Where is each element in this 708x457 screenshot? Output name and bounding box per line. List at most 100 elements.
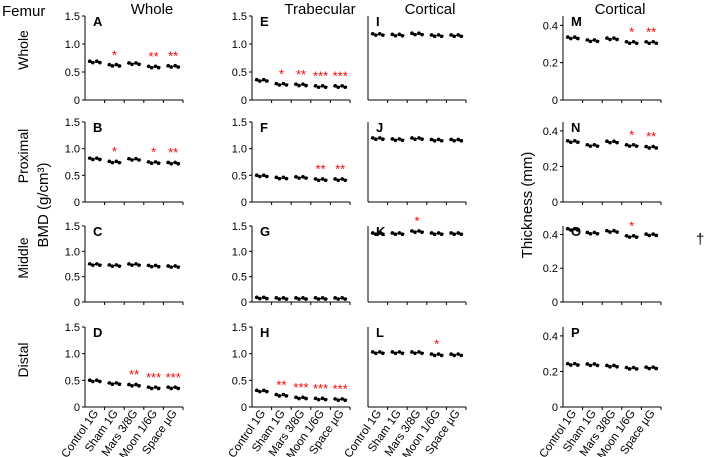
data-point [114,159,119,164]
y-tick-label: 0 [241,197,247,209]
data-point [390,231,395,235]
data-point [397,350,402,354]
data-point [378,31,382,36]
data-point [452,232,457,237]
panel-letter: F [260,120,268,135]
data-point [413,230,417,235]
data-point [110,382,115,387]
data-point [258,389,262,394]
significance-mark: * [151,145,156,160]
panel-F: 0 0.5 1.0 1.5 F ** ** [232,117,351,209]
data-point [612,36,616,40]
data-point [456,231,461,235]
data-point [627,235,632,239]
significance-mark: *** [166,370,181,385]
data-point [417,31,421,36]
column-title-cortical-bmd: Cortical [405,1,456,18]
data-point [149,264,154,269]
data-point [397,32,402,37]
data-point [320,396,325,401]
data-point [413,137,417,141]
data-point [343,85,348,90]
data-point [644,144,648,149]
data-point [169,161,173,166]
y-tick-label: 1.5 [65,221,80,233]
row-label-proximal: Proximal [15,129,31,183]
data-point [608,365,612,369]
data-point [156,65,161,70]
data-point [654,366,658,371]
bone-label: Femur [2,3,45,20]
data-point [130,158,134,162]
y-tick-label: 1.0 [65,144,80,156]
data-point [149,386,154,391]
y-tick-label: 0.2 [543,58,558,70]
data-point [323,297,328,301]
data-point [304,83,308,88]
data-point [634,144,639,148]
data-point [277,297,282,301]
data-point [91,379,95,384]
panel-letter: C [93,224,103,239]
significance-mark: * [112,47,117,62]
data-point [153,64,158,69]
panel-letter: O [571,224,581,239]
data-point [400,138,405,143]
data-point [647,146,651,150]
panel-letter: G [260,224,270,239]
data-point [569,36,573,41]
y-tick-label: 0.5 [65,272,80,284]
data-point [320,296,325,300]
data-point [156,161,161,165]
data-point [393,138,398,143]
data-point [173,160,177,165]
significance-mark: ** [296,67,306,82]
y-tick-label: 1.5 [65,11,80,23]
data-point [432,232,437,237]
y-tick-label: 1.5 [232,322,247,334]
data-point [265,79,269,83]
data-point [284,83,289,87]
data-point [281,175,286,180]
data-point [400,232,405,237]
y-tick-label: 0 [74,95,80,107]
data-point [436,137,441,142]
data-point [254,77,259,82]
data-point [173,264,177,268]
significance-mark: ** [276,377,286,392]
data-point [410,136,414,140]
panel-A: 00.51.01.5 A* ** ** [65,11,184,107]
data-point [654,146,658,150]
data-point [573,35,577,39]
data-point [262,295,266,300]
data-point [294,296,298,300]
data-point [615,230,619,234]
data-point [284,297,289,301]
data-point [340,84,345,88]
y-tick-label: 1.0 [65,246,80,258]
data-point [301,82,305,86]
data-point [284,394,289,398]
data-point [274,296,279,300]
panel-I: I [367,14,467,103]
y-tick-label: 0 [241,402,247,414]
data-point [381,33,385,37]
data-point [615,365,619,369]
data-point [436,352,441,356]
data-point [107,381,112,385]
data-point [420,137,424,141]
data-point [333,397,338,401]
data-point [378,231,382,235]
column-title-trabecular: Trabecular [284,1,355,18]
data-point [439,139,444,143]
y-axis-title-thickness: Thickness (mm) [519,152,536,259]
data-point [297,297,301,301]
data-point [651,365,655,369]
significance-mark: * [279,66,284,81]
data-point [624,233,629,238]
data-point [262,388,266,393]
panel-letter: D [93,325,102,340]
data-point [393,33,398,38]
data-point [258,296,262,301]
data-point [156,264,161,269]
